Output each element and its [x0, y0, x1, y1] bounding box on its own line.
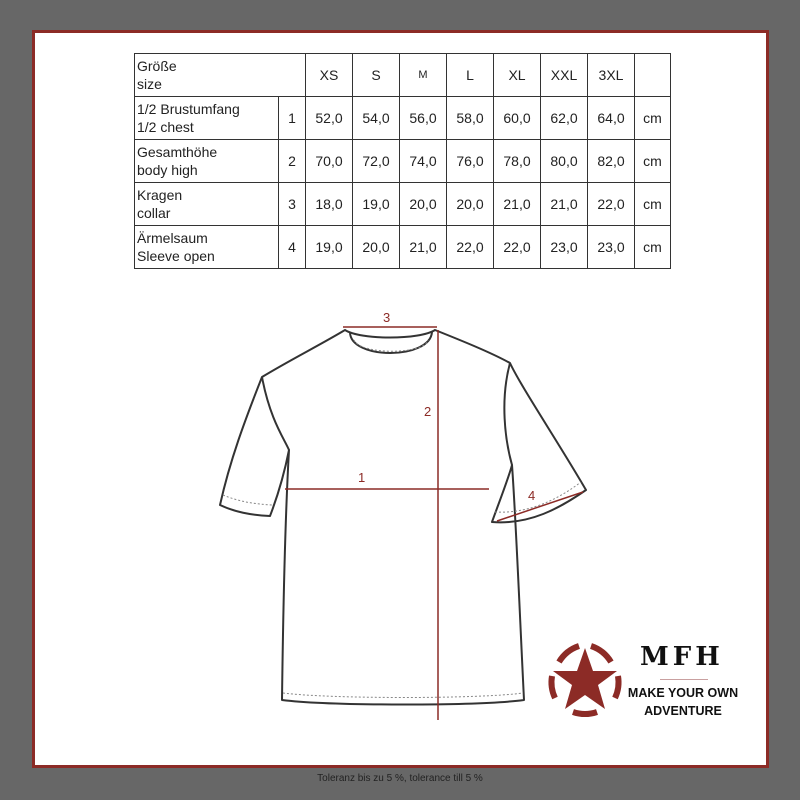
measure-label-4: 4 [528, 488, 535, 503]
cell-value: 74,0 [399, 139, 447, 183]
cell-value: 21,0 [399, 225, 447, 269]
size-s: S [352, 53, 400, 97]
size-l: L [446, 53, 494, 97]
table-row: Kragen collar 3 18,0 19,0 20,0 20,0 21,0 21,0 22,… [134, 182, 671, 226]
divider [660, 679, 708, 680]
cell-value: 58,0 [446, 96, 494, 140]
row-label: Gesamthöhe body high [134, 139, 279, 183]
size-table: Größe size XS S M L XL XXL 3XL 1/2 Brustu… [134, 53, 671, 269]
cell-value: 60,0 [493, 96, 541, 140]
unit: cm [634, 225, 671, 269]
cell-value: 19,0 [352, 182, 400, 226]
mfh-logo: MFH MAKE YOUR OWN ADVENTURE [545, 640, 745, 730]
table-row: Ärmelsaum Sleeve open 4 19,0 20,0 21,0 22,0 22,… [134, 225, 671, 269]
cell-value: 20,0 [399, 182, 447, 226]
unit: cm [634, 182, 671, 226]
cell-value: 70,0 [305, 139, 353, 183]
stitching [222, 339, 582, 698]
cell-value: 22,0 [446, 225, 494, 269]
cell-value: 21,0 [493, 182, 541, 226]
cell-value: 80,0 [540, 139, 588, 183]
cell-value: 82,0 [587, 139, 635, 183]
cell-value: 52,0 [305, 96, 353, 140]
measure-label-3: 3 [383, 310, 390, 325]
cell-value: 23,0 [540, 225, 588, 269]
cell-value: 23,0 [587, 225, 635, 269]
cell-value: 62,0 [540, 96, 588, 140]
cell-value: 19,0 [305, 225, 353, 269]
row-label: 1/2 Brustumfang 1/2 chest [134, 96, 279, 140]
cell-value: 22,0 [587, 182, 635, 226]
cell-value: 76,0 [446, 139, 494, 183]
table-row: 1/2 Brustumfang 1/2 chest 1 52,0 54,0 56,0 58,… [134, 96, 671, 140]
cell-value: 18,0 [305, 182, 353, 226]
cell-value: 21,0 [540, 182, 588, 226]
cell-value: 54,0 [352, 96, 400, 140]
tagline: MAKE YOUR OWN ADVENTURE [627, 686, 739, 718]
measure-label-2: 2 [424, 404, 431, 419]
cell-value: 20,0 [446, 182, 494, 226]
star-icon [548, 643, 622, 717]
brand-name: MFH [640, 642, 724, 672]
row-label: Ärmelsaum Sleeve open [134, 225, 279, 269]
measurement-lines [285, 326, 584, 720]
size-xl: XL [493, 53, 541, 97]
cell-value: 56,0 [399, 96, 447, 140]
tolerance-note: Toleranz bis zu 5 %, tolerance till 5 % [317, 773, 483, 784]
row-number: 1 [278, 96, 306, 140]
measure-line-4 [496, 491, 584, 522]
tshirt-outline [219, 329, 587, 706]
cell-value: 20,0 [352, 225, 400, 269]
size-m: M [399, 53, 447, 97]
measure-label-1: 1 [358, 470, 365, 485]
unit: cm [634, 139, 671, 183]
